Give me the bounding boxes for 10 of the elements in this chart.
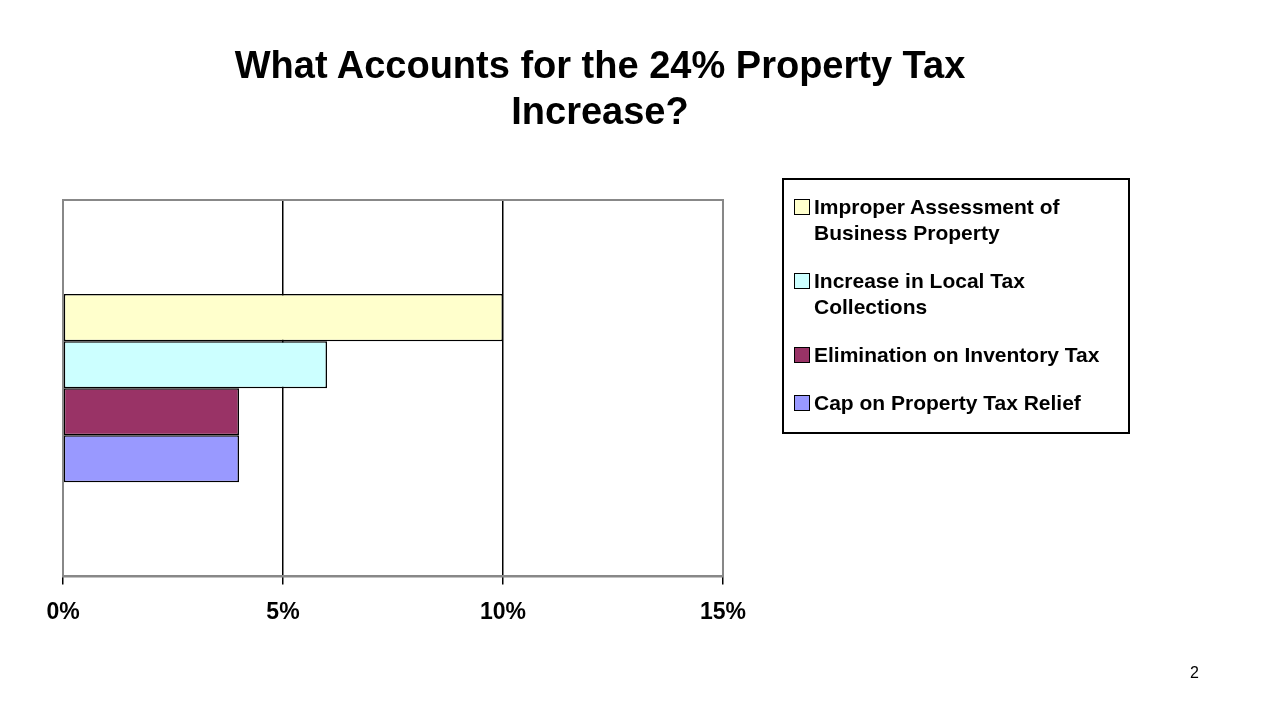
text: 2 [1190, 664, 1199, 682]
x-tick-label: 15% [699, 597, 747, 624]
legend-label: Improper Assessment of Business Property [814, 194, 1061, 246]
chart-title: What Accounts for the 24% Property Tax Increase? [233, 43, 967, 134]
x-tick-label: 0% [46, 597, 80, 624]
legend-label: Cap on Property Tax Relief [814, 390, 1081, 416]
x-tick-label: 10% [479, 597, 527, 624]
legend-label: Elimination on Inventory Tax [814, 342, 1100, 368]
legend-label: Increase in Local Tax Collections [814, 268, 1026, 320]
x-tick-label: 5% [266, 597, 300, 624]
